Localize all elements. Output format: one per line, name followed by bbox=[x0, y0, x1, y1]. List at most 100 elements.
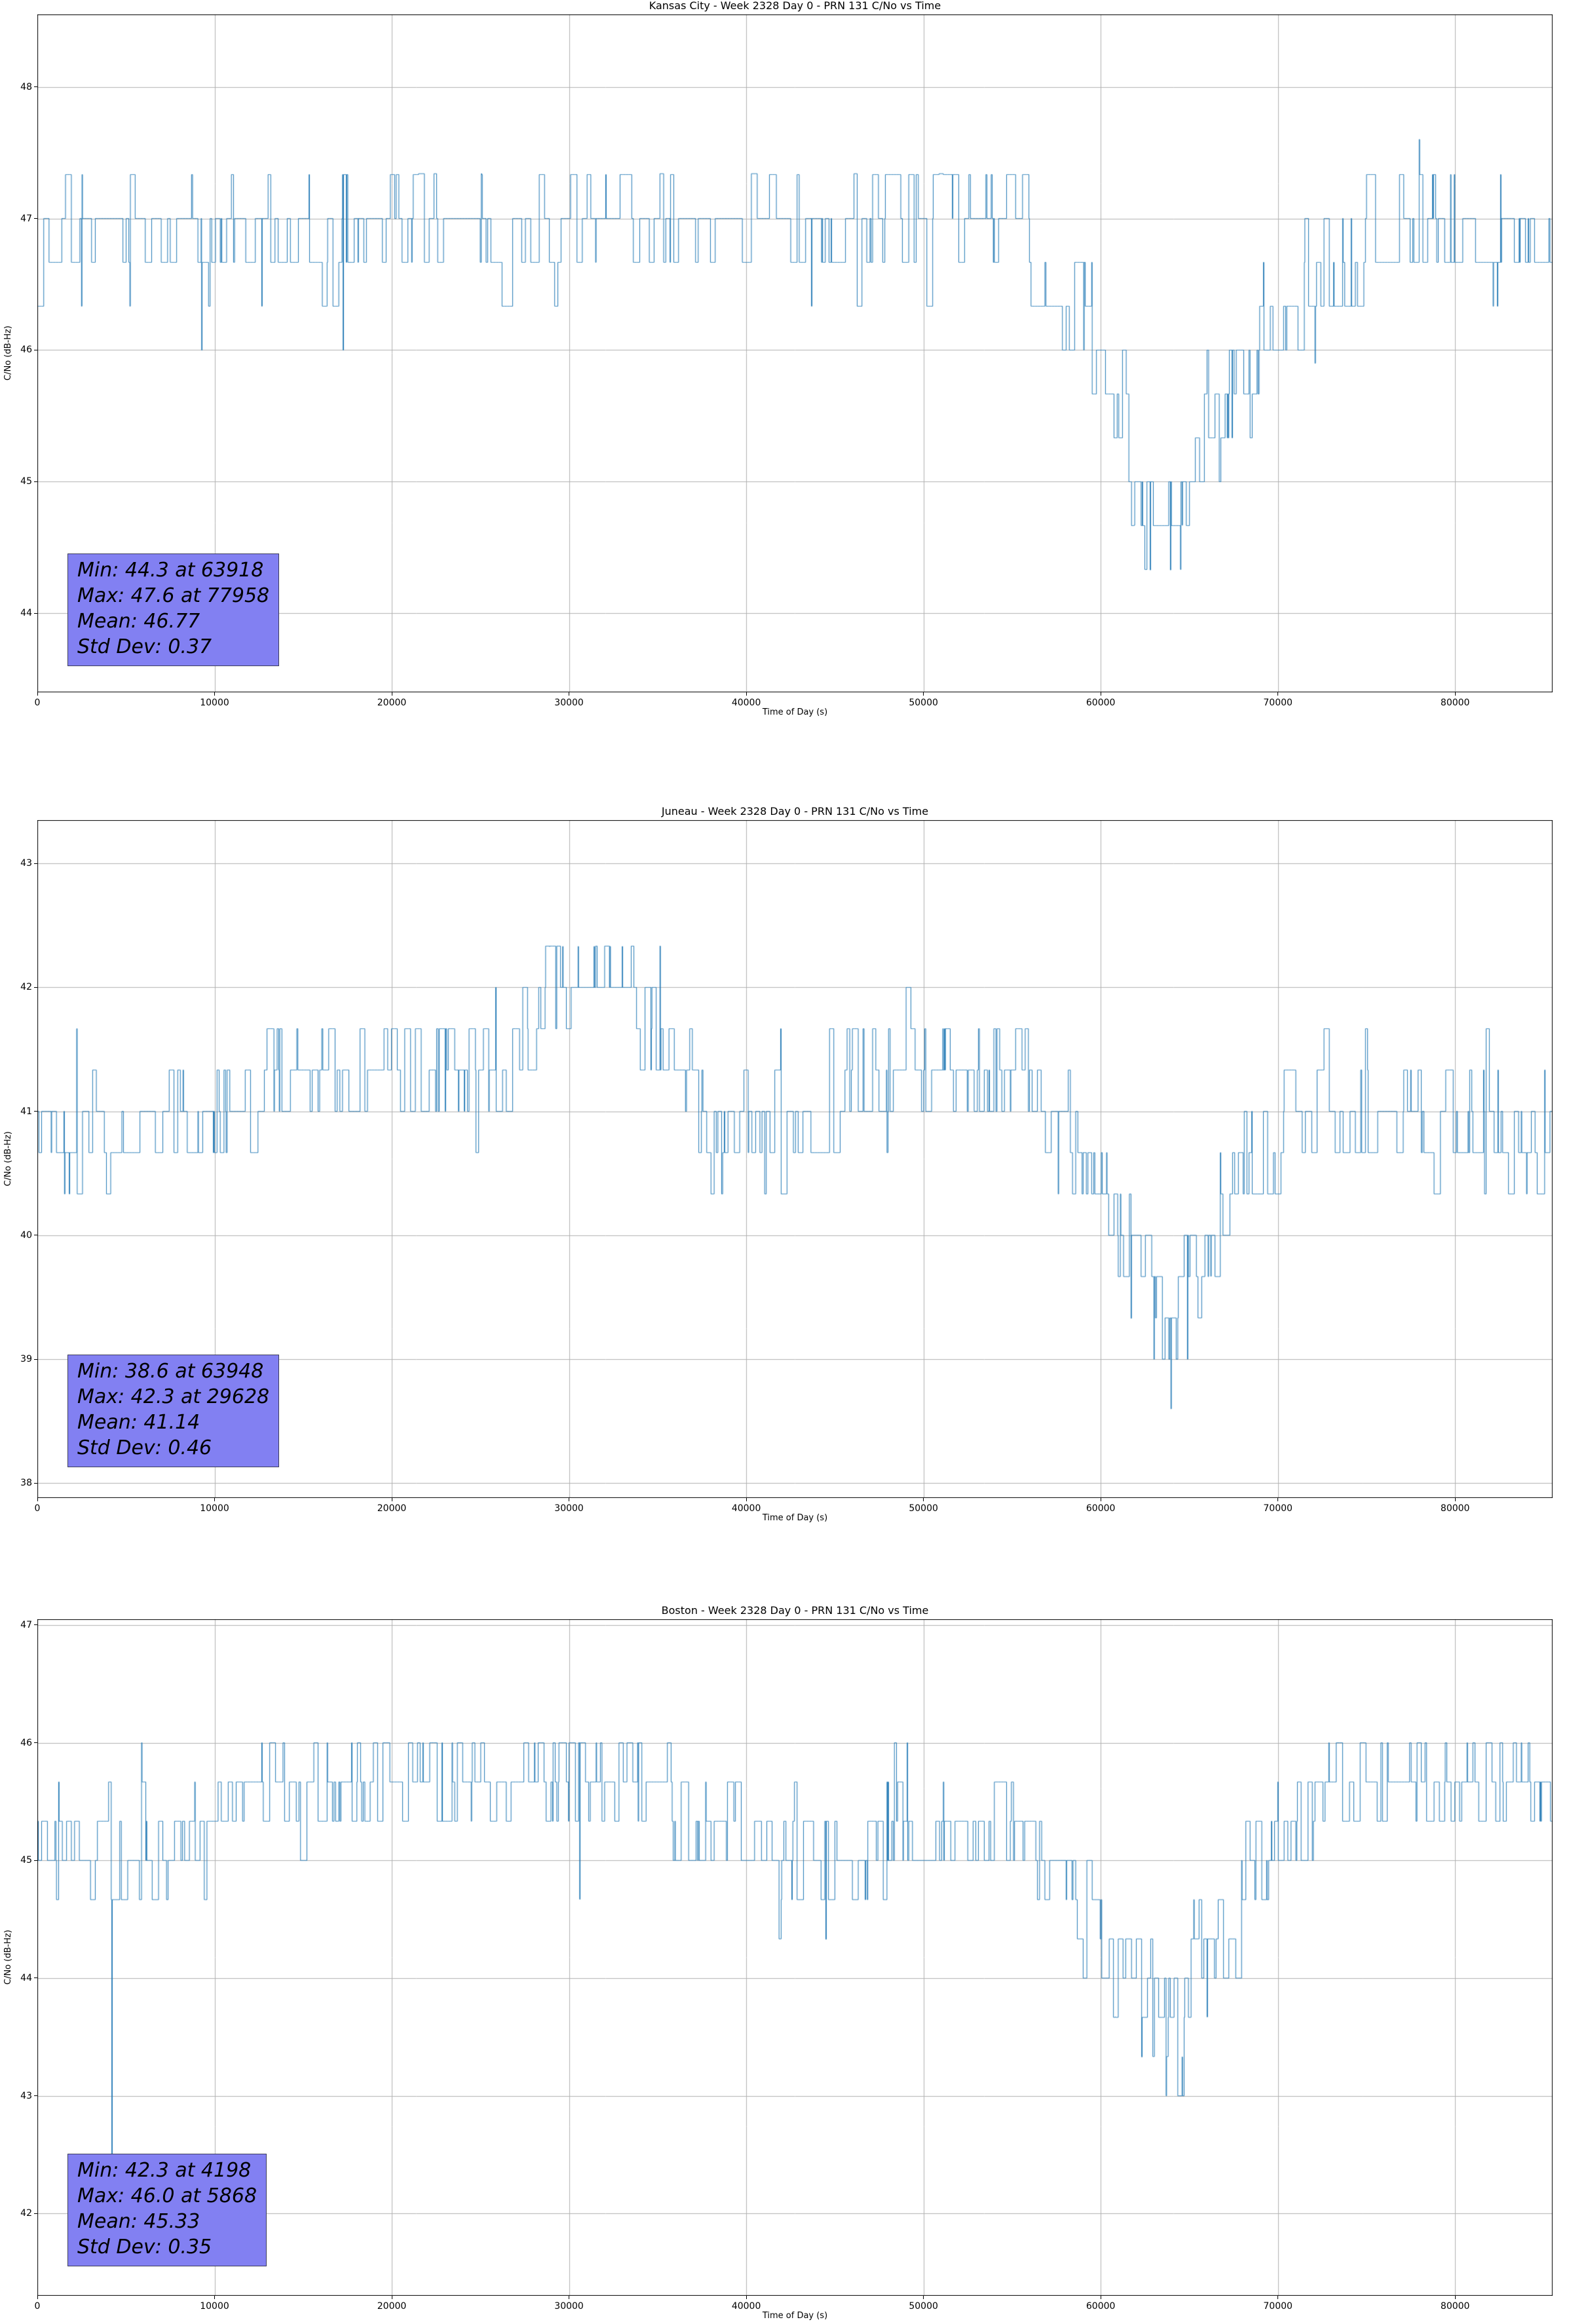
x-axis-label: Time of Day (s) bbox=[762, 1513, 828, 1523]
x-tick-label: 40000 bbox=[731, 1503, 761, 1514]
x-tick-mark bbox=[746, 692, 747, 696]
x-tick-label: 0 bbox=[34, 2301, 41, 2312]
y-tick-mark bbox=[34, 863, 37, 864]
x-tick-mark bbox=[214, 692, 216, 696]
y-tick-mark bbox=[34, 1742, 37, 1744]
x-tick-mark bbox=[923, 692, 924, 696]
y-tick-mark bbox=[34, 1359, 37, 1360]
x-tick-label: 0 bbox=[34, 1503, 41, 1514]
plot-canvas-boston bbox=[37, 1619, 1553, 2296]
stat-std-dev: Std Dev: 0.37 bbox=[77, 635, 212, 658]
y-tick-label: 46 bbox=[20, 1737, 32, 1748]
stat-std-dev: Std Dev: 0.46 bbox=[77, 1436, 212, 1459]
x-tick-mark bbox=[37, 1498, 38, 1501]
stat-mean: Mean: 45.33 bbox=[77, 2210, 200, 2233]
stat-max: Max: 46.0 at 5868 bbox=[77, 2184, 257, 2207]
y-tick-label: 43 bbox=[20, 858, 32, 869]
x-tick-label: 80000 bbox=[1440, 1503, 1470, 1514]
x-tick-label: 50000 bbox=[909, 1503, 938, 1514]
y-tick-label: 43 bbox=[20, 2090, 32, 2101]
stats-annotation: Min: 38.6 at 63948 Max: 42.3 at 29628 Me… bbox=[67, 1355, 280, 1467]
x-tick-label: 20000 bbox=[377, 1503, 407, 1514]
x-tick-label: 0 bbox=[34, 698, 41, 708]
stat-mean: Mean: 46.77 bbox=[77, 610, 200, 633]
x-tick-mark bbox=[923, 1498, 924, 1501]
x-tick-label: 60000 bbox=[1086, 698, 1116, 708]
chart-title-juneau: Juneau - Week 2328 Day 0 - PRN 131 C/No … bbox=[661, 805, 929, 817]
y-tick-mark bbox=[34, 1624, 37, 1626]
x-tick-label: 60000 bbox=[1086, 2301, 1116, 2312]
x-tick-mark bbox=[746, 1498, 747, 1501]
x-tick-label: 10000 bbox=[200, 698, 229, 708]
stats-annotation: Min: 44.3 at 63918 Max: 47.6 at 77958 Me… bbox=[67, 553, 280, 666]
stat-min: Min: 38.6 at 63948 bbox=[77, 1360, 264, 1383]
x-tick-label: 30000 bbox=[554, 1503, 584, 1514]
y-tick-mark bbox=[34, 86, 37, 88]
stat-std-dev: Std Dev: 0.35 bbox=[77, 2236, 212, 2258]
y-tick-label: 41 bbox=[20, 1106, 32, 1117]
y-tick-label: 48 bbox=[20, 81, 32, 92]
plot-canvas-juneau bbox=[37, 820, 1553, 1498]
x-tick-mark bbox=[746, 2296, 747, 2299]
x-tick-label: 30000 bbox=[554, 698, 584, 708]
x-tick-label: 70000 bbox=[1263, 1503, 1293, 1514]
y-tick-mark bbox=[34, 1482, 37, 1484]
stat-max: Max: 42.3 at 29628 bbox=[77, 1385, 270, 1408]
y-tick-label: 44 bbox=[20, 608, 32, 619]
chart-title-kansas-city: Kansas City - Week 2328 Day 0 - PRN 131 … bbox=[649, 0, 941, 12]
x-tick-label: 70000 bbox=[1263, 698, 1293, 708]
x-tick-label: 80000 bbox=[1440, 2301, 1470, 2312]
y-tick-mark bbox=[34, 2095, 37, 2097]
x-tick-mark bbox=[1277, 692, 1279, 696]
x-tick-label: 40000 bbox=[731, 2301, 761, 2312]
x-axis-label: Time of Day (s) bbox=[762, 2311, 828, 2321]
y-tick-label: 46 bbox=[20, 345, 32, 356]
y-tick-mark bbox=[34, 1111, 37, 1112]
y-axis-label: C/No (dB-Hz) bbox=[3, 1930, 13, 1985]
x-tick-mark bbox=[214, 2296, 216, 2299]
x-tick-label: 40000 bbox=[731, 698, 761, 708]
plot-canvas-kansas-city bbox=[37, 14, 1553, 692]
y-tick-label: 47 bbox=[20, 1619, 32, 1630]
y-tick-label: 42 bbox=[20, 2208, 32, 2219]
x-tick-label: 20000 bbox=[377, 2301, 407, 2312]
stats-annotation: Min: 42.3 at 4198 Max: 46.0 at 5868 Mean… bbox=[67, 2154, 267, 2266]
stat-min: Min: 42.3 at 4198 bbox=[77, 2159, 252, 2182]
x-tick-mark bbox=[37, 692, 38, 696]
x-tick-label: 80000 bbox=[1440, 698, 1470, 708]
y-tick-label: 44 bbox=[20, 1972, 32, 1983]
x-tick-mark bbox=[923, 2296, 924, 2299]
y-tick-label: 38 bbox=[20, 1478, 32, 1489]
x-tick-label: 10000 bbox=[200, 1503, 229, 1514]
x-tick-label: 60000 bbox=[1086, 1503, 1116, 1514]
x-tick-label: 50000 bbox=[909, 698, 938, 708]
y-tick-mark bbox=[34, 612, 37, 614]
x-tick-label: 50000 bbox=[909, 2301, 938, 2312]
x-tick-mark bbox=[1454, 692, 1456, 696]
y-axis-label: C/No (dB-Hz) bbox=[3, 1131, 13, 1186]
x-tick-label: 70000 bbox=[1263, 2301, 1293, 2312]
y-tick-label: 45 bbox=[20, 1855, 32, 1866]
stat-mean: Mean: 41.14 bbox=[77, 1411, 200, 1434]
x-tick-label: 20000 bbox=[377, 698, 407, 708]
y-tick-mark bbox=[34, 986, 37, 988]
stat-min: Min: 44.3 at 63918 bbox=[77, 559, 264, 582]
y-tick-mark bbox=[34, 1860, 37, 1861]
x-tick-mark bbox=[1277, 1498, 1279, 1501]
x-tick-mark bbox=[1454, 1498, 1456, 1501]
y-tick-label: 40 bbox=[20, 1229, 32, 1241]
stat-max: Max: 47.6 at 77958 bbox=[77, 584, 270, 607]
chart-title-boston: Boston - Week 2328 Day 0 - PRN 131 C/No … bbox=[661, 1604, 929, 1617]
x-tick-mark bbox=[1277, 2296, 1279, 2299]
y-tick-label: 45 bbox=[20, 476, 32, 487]
y-tick-mark bbox=[34, 2213, 37, 2214]
y-tick-mark bbox=[34, 481, 37, 482]
x-axis-label: Time of Day (s) bbox=[762, 707, 828, 717]
y-tick-mark bbox=[34, 218, 37, 219]
x-tick-label: 30000 bbox=[554, 2301, 584, 2312]
x-tick-mark bbox=[214, 1498, 216, 1501]
y-tick-label: 47 bbox=[20, 213, 32, 224]
y-tick-mark bbox=[34, 1977, 37, 1979]
x-tick-mark bbox=[1454, 2296, 1456, 2299]
